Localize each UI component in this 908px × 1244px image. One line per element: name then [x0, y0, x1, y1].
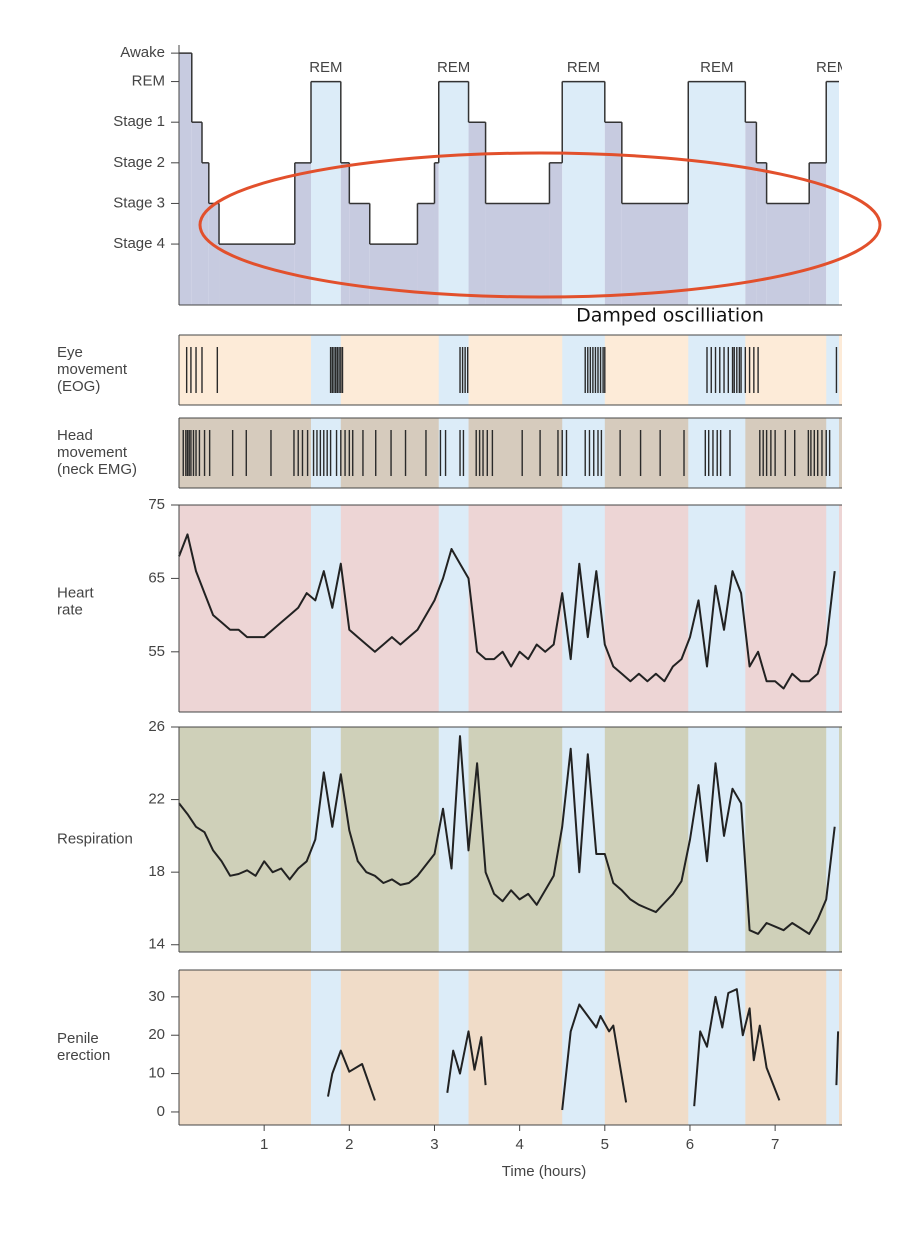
stage-area — [485, 203, 550, 305]
data-line — [178, 735, 836, 935]
y-axis-label: Head — [57, 427, 93, 444]
y-tick-label: 65 — [148, 569, 165, 586]
y-axis-label: Respiration — [57, 830, 133, 847]
rem-band — [438, 335, 469, 405]
stage-area — [562, 81, 605, 305]
y-tick-label: 0 — [157, 1103, 165, 1120]
y-tick-label: Stage 4 — [113, 235, 165, 252]
y-tick-label: 26 — [148, 718, 165, 735]
rem-label: REM — [567, 59, 600, 76]
y-tick-label: Stage 1 — [113, 113, 165, 130]
y-tick-label: Stage 2 — [113, 154, 165, 171]
x-axis-label: Time (hours) — [502, 1163, 586, 1180]
stage-area — [604, 122, 622, 305]
data-line — [178, 533, 836, 690]
stage-area — [340, 162, 350, 305]
rem-band — [438, 970, 469, 1125]
y-tick-label: 22 — [148, 791, 165, 808]
data-line — [835, 1031, 840, 1086]
annotation: Damped oscilliation — [576, 305, 764, 327]
data-line — [327, 1049, 376, 1101]
y-axis-label: Penile — [57, 1030, 99, 1047]
rem-label: REM — [309, 59, 342, 76]
data-line — [446, 1030, 487, 1093]
rem-band — [688, 505, 746, 712]
y-axis-label: Heart — [57, 584, 95, 601]
rem-band — [438, 505, 469, 712]
stage-area — [745, 122, 757, 305]
rem-band — [826, 418, 839, 488]
stage-area — [349, 203, 370, 305]
stage-area — [294, 162, 311, 305]
stage-area — [417, 203, 435, 305]
y-tick-label: Stage 3 — [113, 194, 165, 211]
rem-band — [311, 970, 341, 1125]
stage-area — [756, 162, 767, 305]
y-tick-label: 30 — [148, 988, 165, 1005]
stage-area — [311, 81, 341, 305]
y-axis-label: erection — [57, 1047, 110, 1064]
x-tick-label: 3 — [430, 1136, 438, 1153]
stage-area — [766, 203, 810, 305]
stage-area — [621, 203, 689, 305]
y-axis-label: (neck EMG) — [57, 461, 137, 478]
data-line — [561, 1003, 628, 1111]
stage-area — [468, 122, 486, 305]
y-axis-label: movement — [57, 444, 128, 461]
rem-band — [688, 335, 746, 405]
rem-band — [826, 970, 839, 1125]
x-tick-label: 5 — [601, 1136, 609, 1153]
y-tick-label: 14 — [148, 936, 165, 953]
x-tick-label: 1 — [260, 1136, 268, 1153]
highlight-ellipse — [198, 151, 882, 299]
stage-area — [549, 162, 563, 305]
y-axis-label: Eye — [57, 344, 83, 361]
stage-area — [434, 162, 439, 305]
stage-area — [809, 162, 827, 305]
y-tick-label: 55 — [148, 643, 165, 660]
y-axis-label: movement — [57, 361, 128, 378]
stage-area — [208, 203, 220, 305]
y-tick-label: Awake — [120, 44, 165, 61]
y-axis-label: (EOG) — [57, 378, 100, 395]
x-tick-label: 6 — [686, 1136, 694, 1153]
y-tick-label: 75 — [148, 496, 165, 513]
y-tick-label: REM — [132, 73, 165, 90]
y-axis-label: rate — [57, 601, 83, 618]
stage-area — [369, 244, 418, 305]
data-line — [693, 988, 781, 1107]
x-tick-label: 7 — [771, 1136, 779, 1153]
rem-label: REM — [700, 59, 733, 76]
y-tick-label: 20 — [148, 1026, 165, 1043]
rem-band — [826, 505, 839, 712]
rem-band — [311, 418, 341, 488]
plot-area: REM REM REM REM REM — [178, 52, 849, 1126]
rem-label: REM — [437, 59, 470, 76]
rem-band — [688, 727, 746, 952]
x-tick-label: 4 — [515, 1136, 523, 1153]
stage-area — [688, 81, 746, 305]
x-tick-label: 2 — [345, 1136, 353, 1153]
stage-area — [179, 53, 192, 305]
y-tick-label: 18 — [148, 863, 165, 880]
rem-band — [688, 970, 746, 1125]
stage-area — [438, 81, 469, 305]
stage-area — [191, 122, 202, 305]
rem-label: REM — [816, 59, 849, 76]
stage-area — [826, 81, 839, 305]
stage-area — [201, 162, 209, 305]
y-tick-label: 10 — [148, 1065, 165, 1082]
rem-band — [311, 505, 341, 712]
